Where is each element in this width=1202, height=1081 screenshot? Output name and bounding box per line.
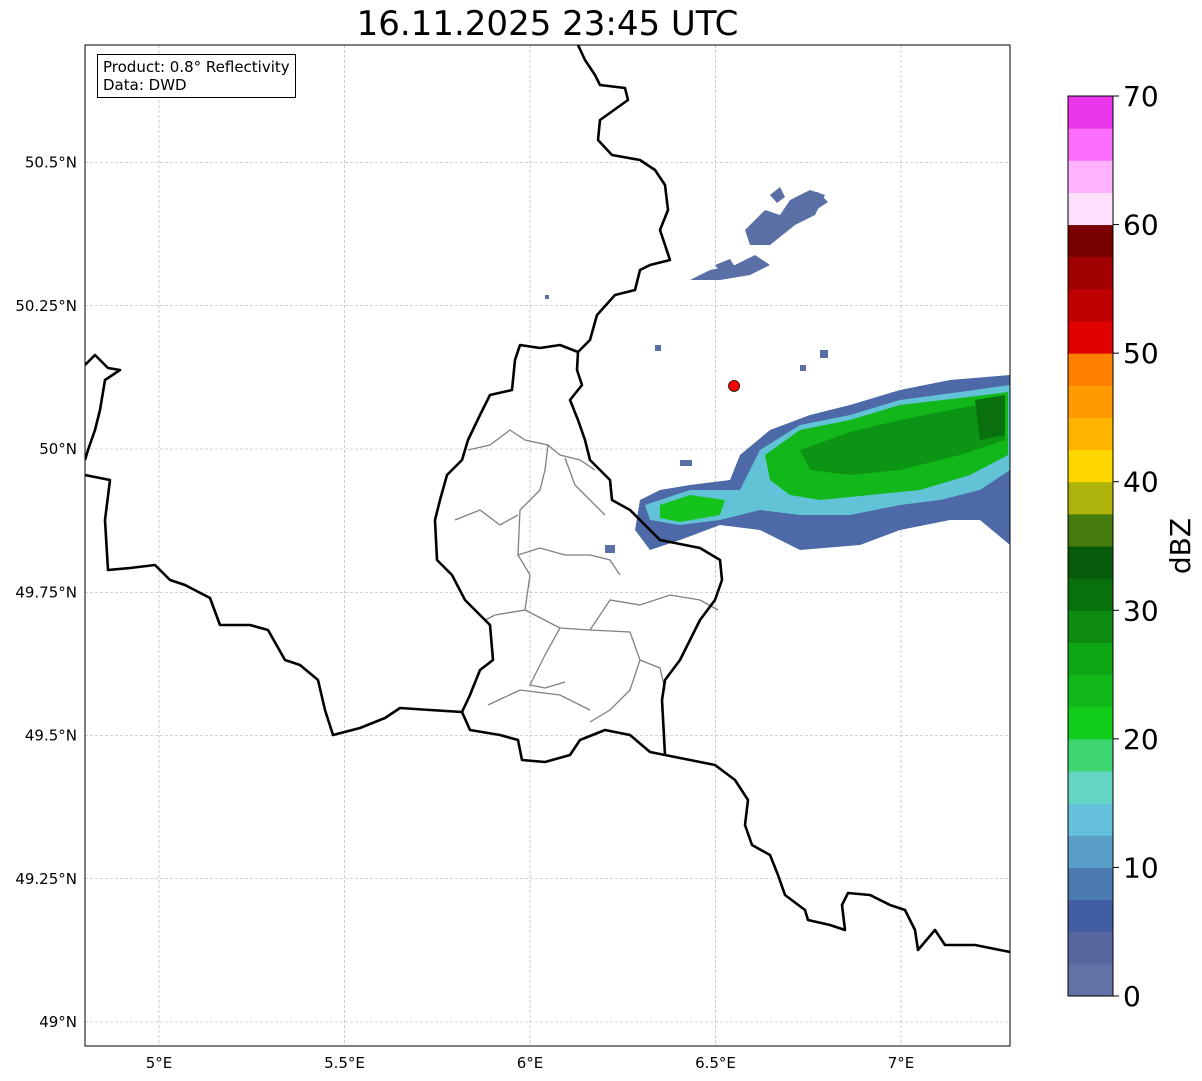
colorbar-bin — [1068, 931, 1113, 965]
map-frame-bg — [85, 45, 1010, 1046]
colorbar-bin — [1068, 385, 1113, 418]
colorbar-bin — [1068, 803, 1113, 836]
colorbar-bin — [1068, 288, 1113, 322]
colorbar-tick-label: 40 — [1123, 466, 1159, 499]
colorbar-bin — [1068, 321, 1113, 354]
y-tick-label: 50.25°N — [15, 297, 77, 315]
colorbar-bin — [1068, 963, 1113, 997]
product-label: Product: 0.8° Reflectivity — [103, 58, 290, 76]
colorbar-bin — [1068, 835, 1113, 868]
colorbar-bin — [1068, 738, 1113, 772]
x-axis-ticks: 5°E 5.5°E 6°E 6.5°E 7°E — [146, 1054, 915, 1072]
colorbar-bin — [1068, 899, 1113, 933]
colorbar-bin — [1068, 96, 1113, 129]
colorbar-tick-label: 10 — [1123, 851, 1159, 884]
colorbar-tick-label: 70 — [1123, 80, 1159, 113]
map-title: 16.11.2025 23:45 UTC — [356, 4, 739, 44]
country-borders — [85, 45, 1010, 954]
colorbar: 0 10 20 30 40 50 60 70 — [1067, 80, 1159, 1013]
y-tick-label: 49°N — [39, 1013, 77, 1031]
colorbar-bin — [1068, 771, 1113, 804]
colorbar-tick-label: 0 — [1123, 980, 1141, 1013]
colorbar-tick-label: 30 — [1123, 594, 1159, 627]
colorbar-bin — [1068, 160, 1113, 193]
y-tick-label: 50.5°N — [25, 154, 77, 172]
y-axis-ticks: 50.5°N 50.25°N 50°N 49.75°N 49.5°N 49.25°N 49°… — [15, 154, 77, 1032]
y-tick-label: 50°N — [39, 440, 77, 458]
colorbar-bin — [1068, 546, 1113, 579]
info-box: Product: 0.8° Reflectivity Data: DWD — [97, 54, 296, 98]
data-source-label: Data: DWD — [103, 76, 187, 94]
colorbar-bin — [1068, 610, 1113, 643]
y-tick-label: 49.25°N — [15, 870, 77, 888]
radar-echoes — [545, 187, 1010, 553]
colorbar-bin — [1068, 513, 1113, 547]
colorbar-bin — [1068, 578, 1113, 611]
colorbar-bin — [1068, 674, 1113, 708]
colorbar-bin — [1068, 867, 1113, 901]
y-tick-label: 49.75°N — [15, 583, 77, 601]
borders — [85, 45, 1010, 954]
colorbar-tick-label: 50 — [1123, 337, 1159, 370]
x-tick-label: 6.5°E — [695, 1054, 736, 1072]
x-tick-label: 6°E — [517, 1054, 544, 1072]
colorbar-bin — [1068, 642, 1113, 676]
colorbar-bin — [1068, 449, 1113, 483]
colorbar-frame — [1067, 95, 1114, 997]
colorbar-bin — [1068, 706, 1113, 740]
colorbar-bin — [1068, 481, 1113, 515]
district-borders — [454, 429, 719, 723]
map-frame — [84, 44, 1011, 1047]
radar-site-marker — [728, 380, 740, 392]
colorbar-bin — [1068, 256, 1113, 290]
x-tick-label: 7°E — [888, 1054, 915, 1072]
colorbar-tick-label: 20 — [1123, 723, 1159, 756]
colorbar-bin — [1068, 417, 1113, 451]
y-tick-label: 49.5°N — [25, 727, 77, 745]
colorbar-bin — [1068, 192, 1113, 226]
x-tick-label: 5°E — [146, 1054, 173, 1072]
colorbar-bin — [1068, 128, 1113, 161]
gridlines — [85, 45, 1010, 1046]
colorbar-bin — [1068, 353, 1113, 386]
colorbar-tick-label: 60 — [1123, 209, 1159, 242]
x-tick-label: 5.5°E — [324, 1054, 365, 1072]
colorbar-bin — [1068, 224, 1113, 258]
colorbar-label: dBZ — [1164, 518, 1197, 574]
